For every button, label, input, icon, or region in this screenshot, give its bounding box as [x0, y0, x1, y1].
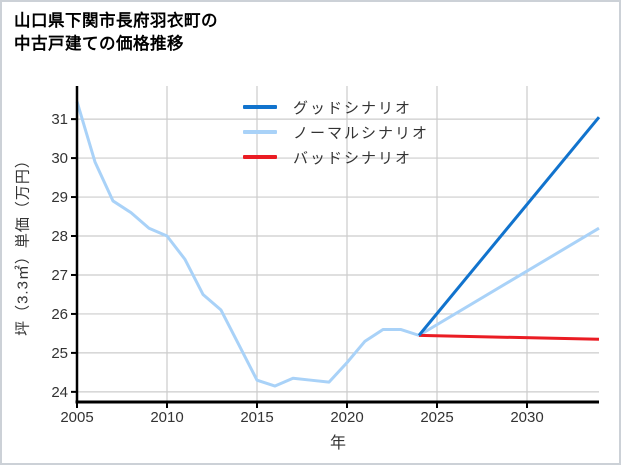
legend-label-good-scenario: グッドシナリオ [293, 99, 413, 117]
x-tick-label: 2010 [150, 409, 183, 426]
good-scenario-line-swatch [243, 105, 277, 109]
y-tick-label: 31 [51, 111, 68, 128]
legend-item-bad-scenario: バッドシナリオ [243, 147, 429, 167]
normal-scenario-line-swatch [243, 130, 277, 134]
series-line-0 [417, 116, 601, 337]
y-tick-label: 29 [51, 189, 68, 206]
chart-title-line-2: 中古戸建ての価格推移 [14, 35, 184, 54]
bad-scenario-line-swatch [243, 155, 277, 159]
x-tick-label: 2030 [510, 409, 543, 426]
y-axis-label: 坪（3.3㎡）単価（万円） [14, 152, 32, 336]
chart-title-line-1: 山口県下関市長府羽衣町の [14, 12, 218, 30]
x-tick-label: 2025 [420, 409, 453, 426]
legend-item-normal-scenario: ノーマルシナリオ [243, 122, 429, 142]
series-line-2 [418, 333, 600, 341]
y-tick-label: 30 [51, 150, 68, 167]
legend-item-good-scenario: グッドシナリオ [243, 97, 429, 117]
y-tick-label: 27 [51, 267, 68, 284]
legend-label-normal-scenario: ノーマルシナリオ [293, 124, 430, 142]
legend: グッドシナリオ ノーマルシナリオ バッドシナリオ [243, 97, 429, 167]
x-tick-label: 2020 [330, 409, 363, 426]
chart-title: 山口県下関市長府羽衣町の 中古戸建ての価格推移 [14, 10, 218, 57]
x-axis-label: 年 [329, 435, 346, 452]
x-tick-label: 2005 [60, 409, 93, 426]
legend-label-bad-scenario: バッドシナリオ [293, 149, 413, 167]
y-tick-label: 26 [51, 306, 68, 323]
series-line-1 [75, 101, 600, 388]
y-tick-label: 24 [51, 384, 68, 401]
x-tick-label: 2015 [240, 409, 273, 426]
y-tick-label: 25 [51, 345, 68, 362]
y-tick-label: 28 [51, 228, 68, 245]
